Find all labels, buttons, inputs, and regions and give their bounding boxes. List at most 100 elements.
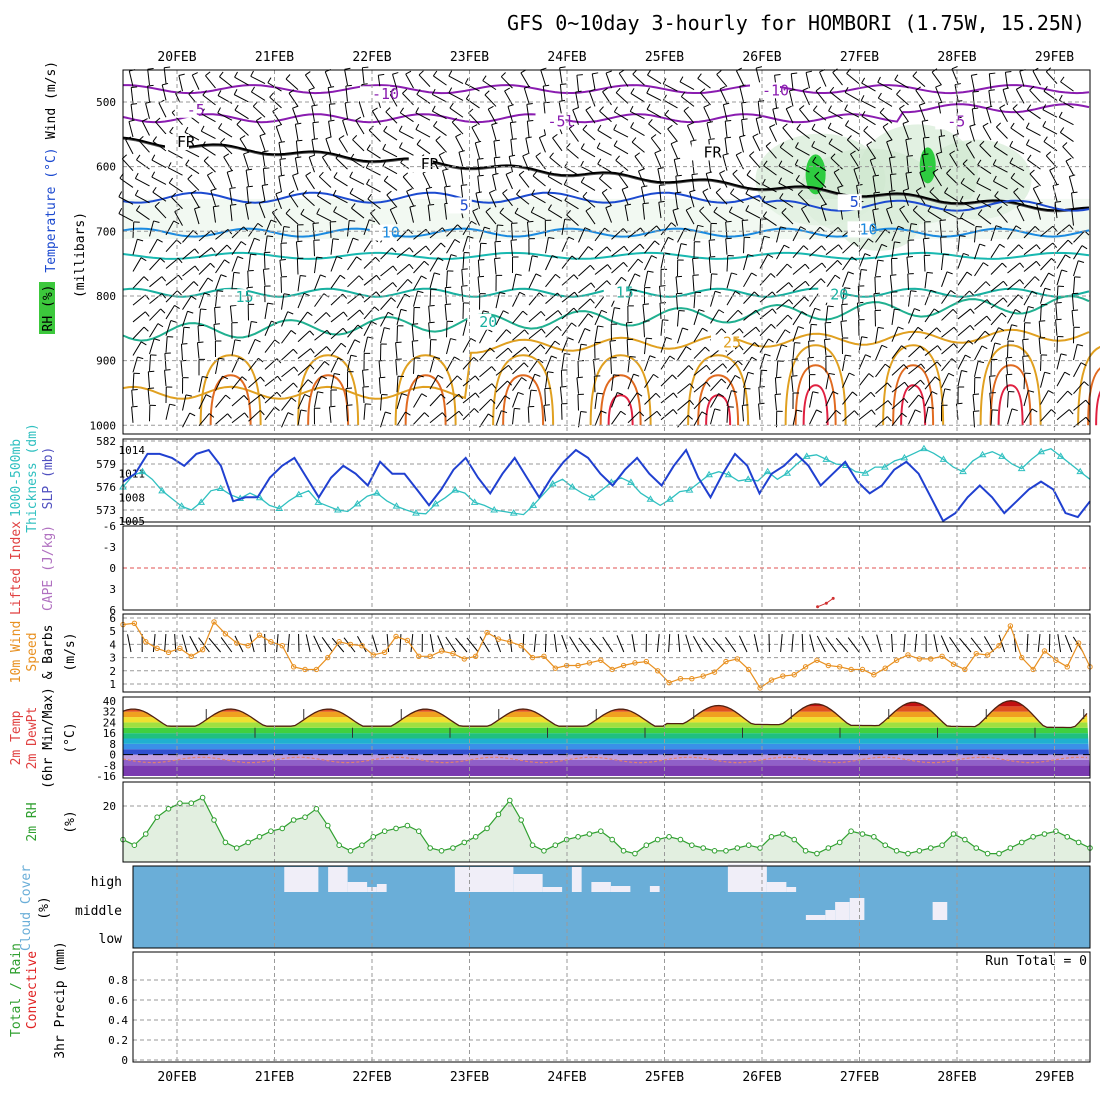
wind-barb-flag	[1048, 272, 1055, 277]
wind-barb-flag	[300, 274, 307, 277]
wind-barb	[957, 354, 966, 370]
wind-barb	[281, 311, 289, 327]
wind-barb-flag	[506, 329, 512, 334]
wind-barb	[471, 127, 480, 142]
wind-barb-flag	[886, 382, 892, 388]
wind-barb	[294, 157, 299, 174]
wind-barb	[615, 92, 629, 104]
wind-barb-flag	[580, 176, 585, 183]
wind-barb-flag	[500, 72, 506, 78]
rh-point	[654, 836, 661, 843]
wind-barb	[605, 207, 612, 223]
wind-barb-flag	[339, 274, 346, 280]
wind-barb-flag	[903, 364, 909, 370]
wind-barb-flag	[832, 391, 839, 395]
wind-barb	[147, 388, 150, 405]
wind-barb	[990, 262, 1003, 275]
panel-frame	[132, 951, 1091, 1063]
surface-wind-barb	[701, 637, 714, 653]
wind-barb	[875, 363, 886, 378]
wind-barb-flag	[390, 297, 396, 302]
wind-barb-flag	[919, 102, 926, 106]
wind-barb-flag	[275, 191, 282, 195]
wind-barb-flag	[547, 171, 552, 177]
surface-wind-barb	[809, 634, 815, 653]
wind-barb	[919, 172, 926, 188]
temp-band	[123, 759, 1090, 766]
wind-barb-flag	[934, 376, 941, 382]
wind-barb	[809, 278, 822, 291]
wind-barb-flag	[278, 141, 285, 144]
wind-barb-flag	[716, 70, 722, 75]
boundary-layer-contour	[1095, 390, 1100, 426]
wind-barb	[743, 388, 745, 405]
wind-barb	[180, 344, 183, 361]
wind-barb-flag	[1009, 157, 1014, 164]
wind-barb	[858, 391, 872, 404]
surface-wind-barb	[1057, 634, 1062, 653]
wind-barb-flag	[961, 370, 968, 373]
wind-barb-flag	[1049, 167, 1056, 171]
wind-barb-flag	[659, 285, 666, 287]
wind-barb-flag	[504, 395, 511, 400]
wind-barb	[1056, 353, 1062, 370]
wind-barb	[663, 99, 678, 109]
wind-barb	[927, 210, 942, 221]
temp-tick: -8	[103, 759, 116, 772]
wind-barb	[198, 247, 212, 259]
wind-barb	[495, 395, 506, 410]
wind-barb-flag	[755, 66, 763, 69]
wind-barb-flag	[576, 74, 583, 76]
wind-barb-flag	[1012, 104, 1018, 109]
wind-barb	[644, 374, 654, 388]
wind-barb	[128, 121, 134, 138]
wind-barb	[891, 326, 899, 342]
wind-barb-flag	[697, 73, 702, 79]
wind-barb	[135, 194, 150, 204]
cloud-high-bar	[284, 867, 319, 892]
surface-wind-barb	[287, 634, 290, 653]
wind-barb-flag	[605, 205, 612, 209]
wind-barb-flag	[1064, 371, 1071, 376]
wind-barb-flag	[279, 158, 286, 160]
wind-barb	[215, 259, 225, 274]
wind-barb	[1040, 354, 1042, 371]
contour-label: 15	[616, 284, 634, 302]
contour-label: 25	[723, 333, 741, 351]
wind-barb-flag	[962, 159, 968, 165]
wind-barb	[182, 265, 196, 277]
wind-barb-flag	[475, 392, 480, 398]
rh-point	[1064, 834, 1071, 840]
wind-barb-flag	[814, 171, 820, 177]
wind-barb-flag	[589, 298, 595, 304]
wind-barb	[355, 120, 365, 135]
wind-barb-flag	[409, 247, 414, 253]
surface-wind-barb	[466, 637, 479, 653]
boundary-layer-contour	[705, 394, 732, 426]
wind-barb-flag	[672, 409, 678, 415]
wind-barb-flag	[848, 271, 854, 275]
surface-wind-barb	[876, 634, 882, 653]
cloud-high-bar	[513, 874, 543, 892]
wind-barb	[1040, 258, 1052, 271]
rh-point	[882, 842, 889, 849]
wind-tick: 3	[109, 652, 116, 665]
wind-barb-flag	[151, 171, 156, 178]
wind-speed-point	[313, 666, 320, 673]
wind-barb-flag	[178, 274, 183, 281]
date-label-bottom: 27FEB	[840, 1070, 879, 1085]
wind-barb-flag	[508, 365, 513, 371]
wind-barb-flag	[797, 326, 804, 329]
thickness-point	[509, 509, 518, 516]
wind-barb-flag	[718, 393, 724, 398]
rh-point	[381, 828, 388, 835]
wind-barb-flag	[428, 321, 435, 324]
wind-barb-flag	[530, 206, 535, 213]
wind-speed-point	[905, 652, 911, 658]
surface-wind-barb	[949, 636, 961, 653]
wind-barb-flag	[401, 393, 408, 396]
wind-barb	[155, 121, 167, 135]
wind-barb-flag	[458, 150, 465, 153]
wind-barb	[462, 357, 475, 370]
wind-barb	[830, 157, 843, 170]
